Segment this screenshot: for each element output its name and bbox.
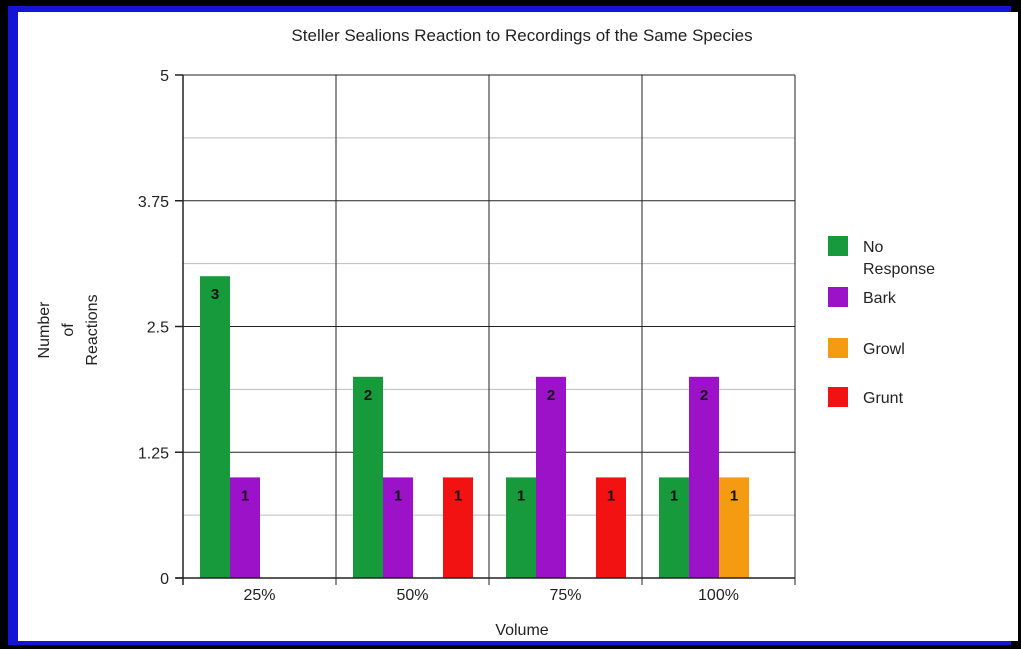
x-tick-label: 100% [698,587,739,604]
bar [659,477,689,578]
bar [443,477,473,578]
data-label: 1 [670,487,678,504]
x-tick-label: 50% [396,587,428,604]
y-tick-label: 3.75 [138,194,169,211]
legend: No Response Bark Growl Grunt [828,236,935,407]
x-tick-label: 25% [243,587,275,604]
data-label: 1 [241,487,249,504]
y-tick-label: 0 [160,571,169,588]
data-label: 1 [394,487,402,504]
bar [689,376,719,578]
data-label: 1 [454,487,462,504]
y-axis-label-line: of [60,323,77,337]
data-label: 1 [607,487,615,504]
legend-swatch [828,387,848,407]
bar [536,376,566,578]
legend-swatch [828,287,848,307]
y-tick-label: 5 [160,68,169,85]
data-label: 3 [211,286,219,303]
bar [506,477,536,578]
y-axis-label-line: Number [36,301,53,359]
data-label: 2 [364,387,372,404]
chart-title: Steller Sealions Reaction to Recordings … [291,26,752,45]
legend-label: No [863,239,884,256]
bars: 3 1 2 1 1 1 2 1 1 2 1 [200,276,749,578]
data-label: 1 [517,487,525,504]
data-label: 1 [730,487,738,504]
data-label: 2 [700,387,708,404]
legend-swatch [828,338,848,358]
y-tick-label: 2.5 [147,320,169,337]
legend-label: Response [863,261,935,278]
bar [353,376,383,578]
bar [719,477,749,578]
legend-label: Grunt [863,390,904,407]
x-axis-label: Volume [495,622,548,639]
y-axis-label: Number of Reactions [36,294,101,365]
axes [175,74,796,585]
tick-labels: 0 1.25 2.5 3.75 5 25% 50% 75% 100% [138,68,739,604]
bar [200,276,230,578]
data-label: 2 [547,387,555,404]
legend-swatch [828,236,848,256]
legend-label: Bark [863,290,897,307]
legend-label: Growl [863,341,905,358]
y-axis-label-line: Reactions [84,294,101,365]
x-tick-label: 75% [549,587,581,604]
y-tick-label: 1.25 [138,445,169,462]
bar [383,477,413,578]
bar [596,477,626,578]
bar [230,477,260,578]
